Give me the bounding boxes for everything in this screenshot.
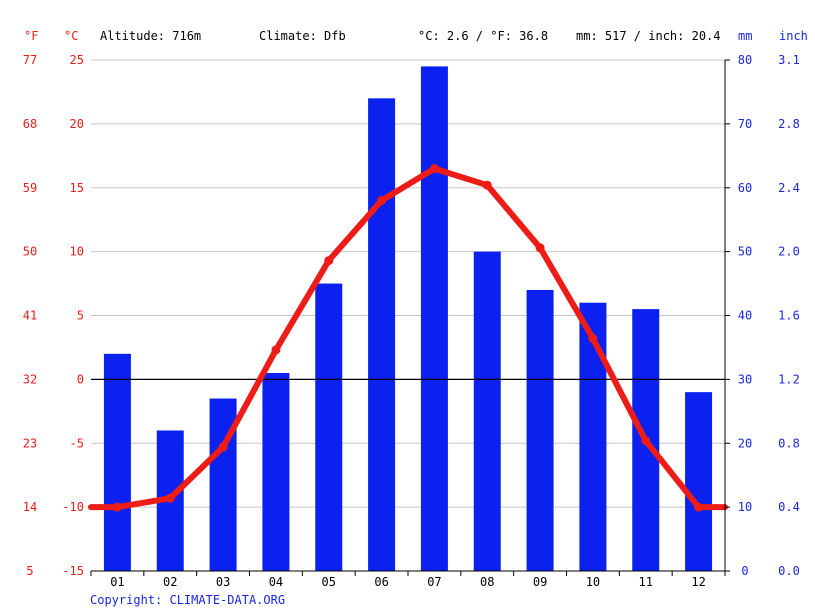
mm-tick-label: 60 <box>738 181 752 195</box>
inch-tick-label: 0.4 <box>778 500 800 514</box>
x-tick-label-06: 06 <box>374 575 388 589</box>
x-tick-label-01: 01 <box>110 575 124 589</box>
temperature-point-02 <box>165 493 175 503</box>
x-tick-label-12: 12 <box>691 575 705 589</box>
mm-tick-label: 30 <box>738 372 752 386</box>
celsius-tick-label: 15 <box>70 181 84 195</box>
fahrenheit-tick-label: 59 <box>23 181 37 195</box>
precipitation-bar-06 <box>368 98 396 571</box>
precipitation-bars <box>103 66 713 571</box>
celsius-tick-label: 5 <box>77 309 84 323</box>
y-axis-fahrenheit: 77 68 59 50 41 32 23 14 5 <box>23 53 37 578</box>
temperature-point-11 <box>641 436 651 446</box>
precipitation-bar-01 <box>103 353 131 571</box>
celsius-tick-label: 10 <box>70 245 84 259</box>
precipitation-bar-09 <box>526 289 554 571</box>
x-axis: 01 02 03 04 05 06 07 08 09 10 11 12 <box>90 570 726 589</box>
x-tick-label-09: 09 <box>533 575 547 589</box>
fahrenheit-tick-label: 23 <box>23 436 37 450</box>
temperature-point-07 <box>429 164 439 174</box>
fahrenheit-tick-label: 50 <box>23 245 37 259</box>
celsius-tick-label: -5 <box>70 436 84 450</box>
temperature-point-06 <box>377 196 387 206</box>
precipitation-bar-12 <box>685 392 713 571</box>
y-axis-celsius: 25 20 15 10 5 0 -5 -10 -15 <box>62 53 84 578</box>
precipitation-bar-10 <box>579 302 607 571</box>
temperature-series-line <box>88 165 728 511</box>
temperature-point-12 <box>694 502 704 512</box>
fahrenheit-tick-label: 5 <box>26 564 33 578</box>
temperature-point-03 <box>218 442 228 452</box>
temperature-point-01 <box>112 502 122 512</box>
precipitation-bar-05 <box>315 283 343 571</box>
y-axis-mm: 80 70 60 50 40 30 20 10 0 <box>724 53 752 578</box>
mm-tick-label: 0 <box>741 564 748 578</box>
celsius-tick-label: -15 <box>62 564 84 578</box>
fahrenheit-tick-label: 14 <box>23 500 37 514</box>
x-tick-label-08: 08 <box>480 575 494 589</box>
average-temperature-label: °C: 2.6 / °F: 36.8 <box>418 29 548 43</box>
precipitation-bar-08 <box>473 251 501 571</box>
inch-tick-label: 1.2 <box>778 372 800 386</box>
mm-tick-label: 20 <box>738 436 752 450</box>
inch-tick-label: 1.6 <box>778 309 800 323</box>
inch-tick-label: 2.0 <box>778 245 800 259</box>
unit-fahrenheit-label: °F <box>24 29 38 43</box>
temperature-point-10 <box>588 333 598 343</box>
x-tick-label-11: 11 <box>639 575 653 589</box>
climate-label: Climate: Dfb <box>259 29 346 43</box>
mm-tick-label: 10 <box>738 500 752 514</box>
copyright-label: Copyright: CLIMATE-DATA.ORG <box>90 593 285 607</box>
fahrenheit-tick-label: 41 <box>23 309 37 323</box>
mm-tick-label: 70 <box>738 117 752 131</box>
x-tick-label-03: 03 <box>216 575 230 589</box>
celsius-tick-label: 20 <box>70 117 84 131</box>
celsius-tick-label: 0 <box>77 372 84 386</box>
y-axis-inch: 3.1 2.8 2.4 2.0 1.6 1.2 0.8 0.4 0.0 <box>778 53 800 578</box>
precipitation-bar-04 <box>262 372 290 571</box>
grid-lines <box>91 59 725 572</box>
x-tick-label-10: 10 <box>586 575 600 589</box>
inch-tick-label: 2.8 <box>778 117 800 131</box>
unit-inch-label: inch <box>779 29 808 43</box>
celsius-tick-label: 25 <box>70 53 84 67</box>
fahrenheit-tick-label: 68 <box>23 117 37 131</box>
precipitation-bar-07 <box>420 66 448 571</box>
celsius-tick-label: -10 <box>62 500 84 514</box>
temperature-point-08 <box>482 180 492 190</box>
annual-precipitation-label: mm: 517 / inch: 20.4 <box>576 29 721 43</box>
unit-celsius-label: °C <box>64 29 78 43</box>
temperature-point-05 <box>324 256 334 266</box>
x-tick-label-07: 07 <box>427 575 441 589</box>
mm-tick-label: 40 <box>738 309 752 323</box>
unit-mm-label: mm <box>738 29 752 43</box>
mm-tick-label: 80 <box>738 53 752 67</box>
inch-tick-label: 0.0 <box>778 564 800 578</box>
inch-tick-label: 0.8 <box>778 436 800 450</box>
x-tick-label-04: 04 <box>269 575 283 589</box>
x-tick-label-02: 02 <box>163 575 177 589</box>
inch-tick-label: 3.1 <box>778 53 800 67</box>
temperature-point-04 <box>271 345 281 355</box>
mm-tick-label: 50 <box>738 245 752 259</box>
fahrenheit-tick-label: 32 <box>23 372 37 386</box>
inch-tick-label: 2.4 <box>778 181 800 195</box>
temperature-line <box>88 164 728 512</box>
fahrenheit-tick-label: 77 <box>23 53 37 67</box>
temperature-point-09 <box>535 243 545 253</box>
altitude-label: Altitude: 716m <box>100 29 201 43</box>
x-tick-label-05: 05 <box>322 575 336 589</box>
